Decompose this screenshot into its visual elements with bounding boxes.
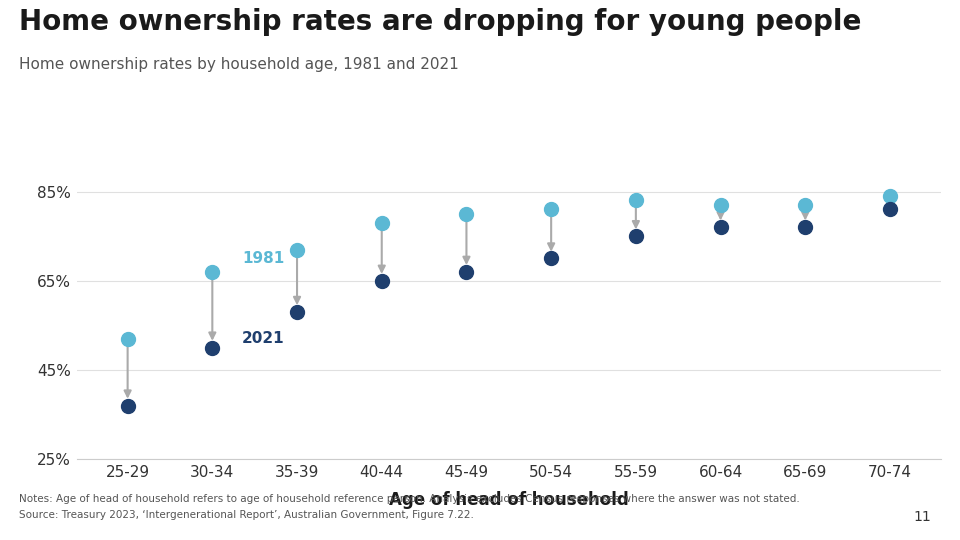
Text: 2021: 2021 xyxy=(242,331,284,346)
Point xyxy=(374,276,390,285)
Point xyxy=(713,201,729,210)
Point xyxy=(120,401,135,410)
Text: Notes: Age of head of household refers to age of household reference person. Ana: Notes: Age of head of household refers t… xyxy=(19,494,800,504)
Point xyxy=(459,267,474,276)
Point xyxy=(628,232,643,240)
Point xyxy=(289,245,304,254)
Point xyxy=(289,308,304,316)
Point xyxy=(543,205,559,214)
Point xyxy=(459,210,474,218)
Text: Source: Treasury 2023, ‘Intergenerational Report’, Australian Government, Figure: Source: Treasury 2023, ‘Intergenerationa… xyxy=(19,510,474,521)
Point xyxy=(374,219,390,227)
Point xyxy=(713,223,729,232)
Point xyxy=(798,223,813,232)
Text: 1981: 1981 xyxy=(242,251,284,266)
Text: Home ownership rates by household age, 1981 and 2021: Home ownership rates by household age, 1… xyxy=(19,57,459,72)
Text: Home ownership rates are dropping for young people: Home ownership rates are dropping for yo… xyxy=(19,8,861,36)
Point xyxy=(882,205,898,214)
Point xyxy=(798,201,813,210)
X-axis label: Age of head of household: Age of head of household xyxy=(389,491,629,509)
Point xyxy=(882,192,898,200)
Point xyxy=(628,196,643,205)
Point xyxy=(543,254,559,263)
Point xyxy=(204,267,220,276)
Point xyxy=(120,334,135,343)
Text: 11: 11 xyxy=(914,510,931,524)
Point xyxy=(204,343,220,352)
